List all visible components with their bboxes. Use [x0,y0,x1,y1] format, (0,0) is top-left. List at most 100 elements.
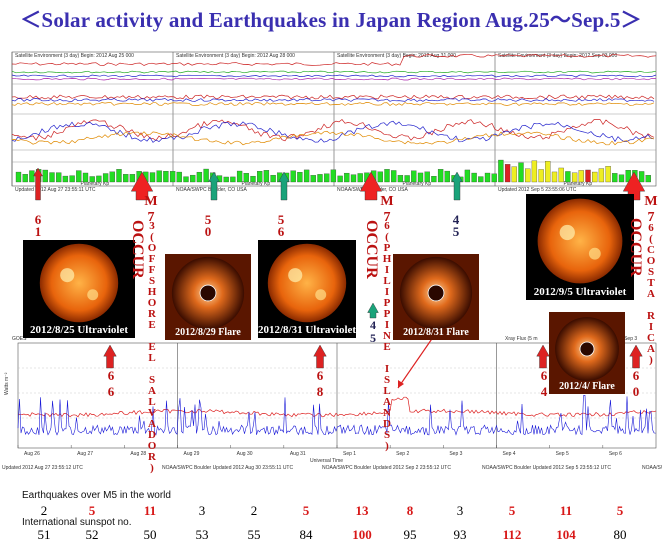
data-line [11,102,655,106]
xray-tick-label: Sep 4 [503,451,516,457]
kp-bar [384,169,390,183]
xray-header: Xray Flux (5 m [505,336,538,342]
photo-caption: 2012/8/31 Ultraviolet [258,324,356,336]
table-cell: 5 [508,503,516,518]
eq-arrow [629,344,643,369]
kp-bar [571,172,578,183]
data-line [11,77,657,81]
kp-bar [15,171,22,183]
table-cell: 5 [616,503,624,518]
kp-bar [638,171,645,183]
panel-header: Satellite Environment (3 day) Begin: 201… [337,53,456,59]
xray-tick-label: Aug 27 [77,451,93,457]
table-cell: 5 [302,503,310,518]
xray-tick-label: Sep 2 [396,451,409,457]
table-cell: 11 [559,503,573,518]
table-cell: 100 [352,527,372,542]
photo-caption: 2012/4/ Flare [559,381,615,392]
kp-bar [397,175,404,183]
m7-label: M 7 [144,194,158,225]
table-cell: 2 [250,503,258,518]
eq-count-label: 0 [204,224,212,239]
xray-tick-label: Sep 5 [556,451,569,457]
kp-bar [236,170,243,183]
table-cell: 3 [456,503,464,518]
xray-tick-label: Aug 31 [290,451,306,457]
kp-bar [69,175,75,183]
table-cell: 112 [502,527,522,542]
eq-count-label: 6 [277,224,285,239]
table-cell: 55 [247,527,261,542]
kp-bar [49,172,55,183]
xray-footer: NOAA/SWPC Boulder [642,465,662,471]
sun-disc [537,198,623,284]
table-cell: 104 [556,527,576,542]
table-cell: 2 [40,503,48,518]
kp-bar [297,172,303,183]
kp-bar [102,173,109,183]
sun-circle [537,198,623,284]
kp-bar [303,169,310,183]
kp-bar [123,174,129,183]
kp-bar [176,171,182,183]
kp-bar [22,174,28,183]
xray-header: GOES [12,336,27,342]
m7-arrow [359,171,383,201]
lower-count-label: 0 [632,384,640,399]
active-region [588,247,601,260]
kp-bar [618,174,625,183]
kp-bar [203,168,209,183]
kp-bar [82,172,89,183]
xray-tick-label: Sep 1 [343,451,356,457]
sun-disc [39,243,119,323]
m7-label: M 7 [380,194,394,225]
table-cell: 84 [299,527,313,542]
kp-bar [344,172,350,183]
xray-footer: NOAA/SWPC Boulder Updated 2012 Sep 5 23:… [482,465,611,471]
kp-bar [76,170,82,183]
eq-arrow [33,167,43,201]
m7-occur: OCCUR [627,218,644,277]
kp-bar [484,172,491,183]
m7-description: 6(COSTA RICA) [645,222,657,365]
kp-bar [504,164,511,183]
table-cell: 13 [355,503,369,518]
kp-bar [531,160,538,183]
eq-arrow [451,171,463,201]
xray-footer: NOAA/SWPC Boulder Updated 2012 Sep 2 23:… [322,465,451,471]
planetary-label: Planetary Kp [403,181,432,187]
panel-header: Satellite Environment (3 day) Begin: 201… [15,53,134,59]
m7-occur: OCCUR [129,220,146,279]
eq-count-label: 5 [204,212,212,227]
kp-bar [129,174,136,183]
eq-count-label: 5 [277,212,285,227]
corona-flare-image: 2012/8/31 Flare [393,254,479,340]
kp-bar [464,169,471,183]
kp-bar [612,173,618,183]
table-cell: 95 [403,527,417,542]
data-line [11,54,657,66]
data-line [11,74,657,78]
corona-disc [165,254,251,340]
kp-bar [310,175,316,183]
data-line [11,98,655,102]
kp-bar [183,176,189,183]
table-cell: 52 [85,527,99,542]
kp-bar [263,170,270,183]
kp-bar [243,173,249,183]
sun-ultraviolet-image: 2012/9/5 Ultraviolet [526,194,634,300]
kp-bar [592,171,598,183]
kp-bar [377,171,383,183]
photo-caption: 2012/8/29 Flare [175,327,241,338]
m7-occur: OCCUR [363,220,380,279]
xray-tick-label: Aug 30 [237,451,253,457]
active-region [288,268,303,283]
m7-arrow [130,171,154,201]
data-line [11,70,657,74]
table-cell: 8 [406,503,414,518]
kp-bar [444,170,450,183]
eq-arrow [103,344,117,369]
sun-disc [267,243,347,323]
table-cell: 5 [88,503,96,518]
kp-bar [538,169,544,183]
